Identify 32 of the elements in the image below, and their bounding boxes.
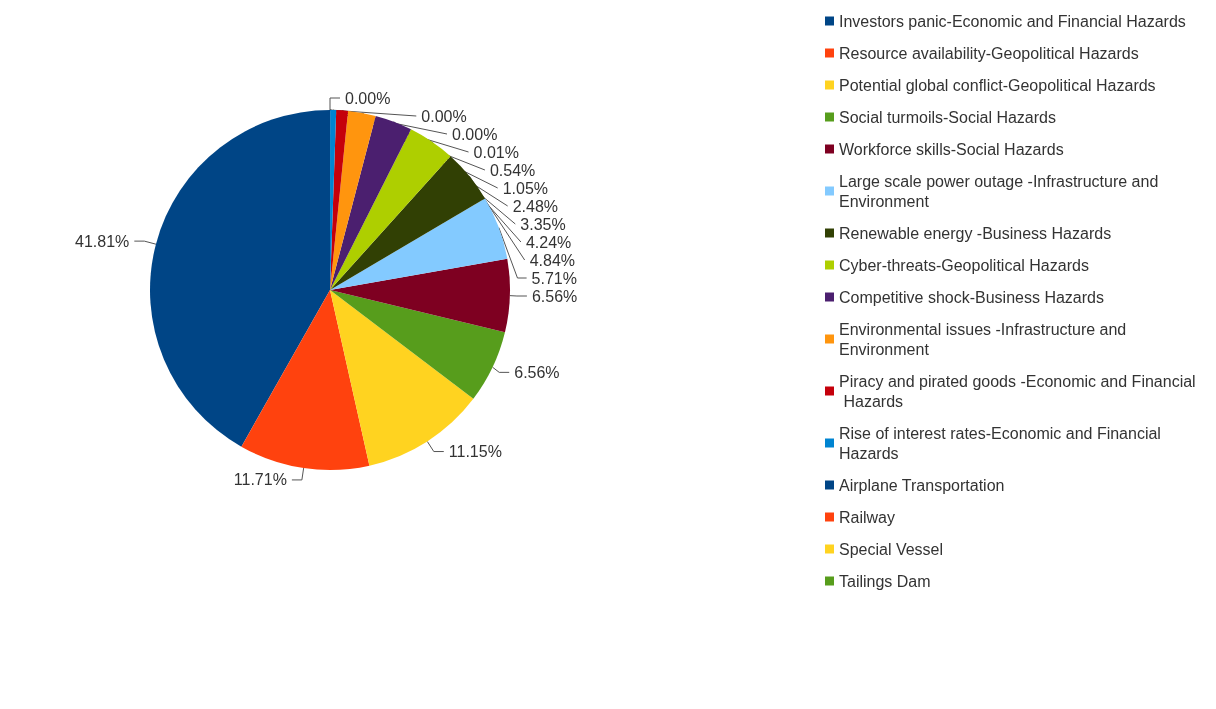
data-label: 1.05% <box>502 179 549 197</box>
data-label: 0.54% <box>489 161 536 179</box>
data-label: 5.71% <box>531 269 577 287</box>
data-label: 11.71% <box>233 471 287 489</box>
data-label: 11.15% <box>448 443 502 461</box>
data-label: 6.56% <box>531 287 578 305</box>
legend-label: Large scale power outage -Infrastructure and Environment <box>839 172 1163 210</box>
legend-label: Airplane Transportation <box>839 476 1005 494</box>
legend-label: Cyber-threats-Geopolitical Hazards <box>839 256 1089 274</box>
legend-label: Workforce skills-Social Hazards <box>839 140 1064 158</box>
text: 0.00% <box>345 89 391 107</box>
text: 0.00% <box>452 125 498 143</box>
legend-label: Railway <box>839 508 896 526</box>
data-label: 3.35% <box>520 215 566 233</box>
legend-label: Environmental issues -Infrastructure and Environment <box>839 320 1131 358</box>
data-label: 2.48% <box>512 197 559 215</box>
legend-label: Special Vessel <box>839 540 944 558</box>
legend-label: Potential global conflict-Geopolitical Hazards <box>839 76 1156 94</box>
legend-label: Piracy and pirated goods -Economic and Financial Hazards <box>839 372 1196 410</box>
legend-label: Rise of interest rates-Economic and Financial Hazards <box>839 424 1166 462</box>
legend-label: Competitive shock-Business Hazards <box>839 288 1104 306</box>
data-label: 41.81% <box>75 232 130 250</box>
legend-label: Resource availability-Geopolitical Hazards <box>839 44 1139 62</box>
data-label: 4.84% <box>529 251 576 269</box>
data-label: 0.01% <box>473 143 519 161</box>
legend-label: Investors panic-Economic and Financial Hazards <box>839 12 1186 30</box>
data-label: 6.56% <box>514 363 560 381</box>
legend-label: Social turmoils-Social Hazards <box>839 108 1056 126</box>
data-label: 4.24% <box>525 233 572 251</box>
text: 0.00% <box>421 107 467 125</box>
legend-label: Renewable energy -Business Hazards <box>839 224 1112 242</box>
legend-label: Tailings Dam <box>839 572 931 590</box>
